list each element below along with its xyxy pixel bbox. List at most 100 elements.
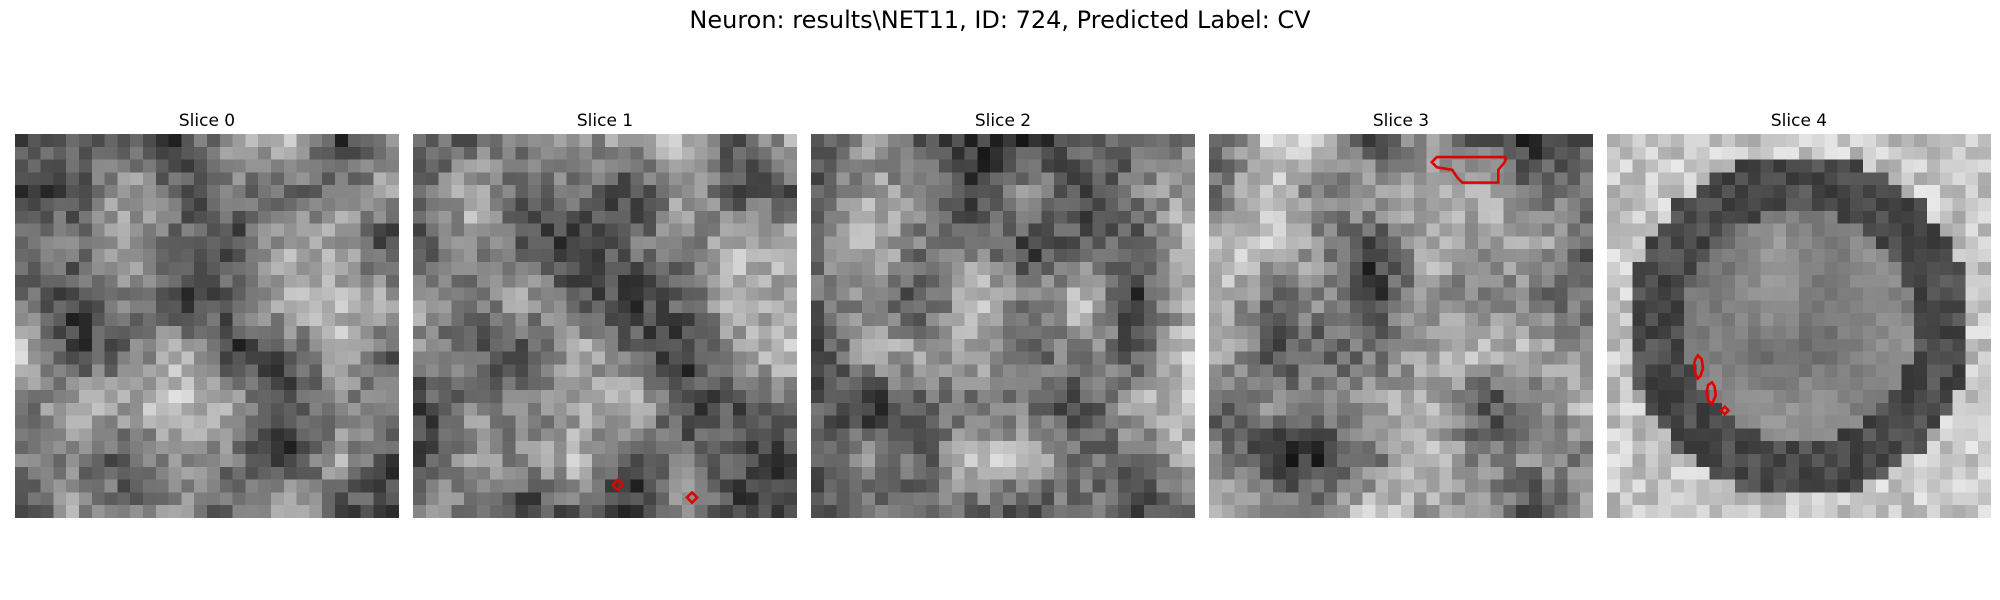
pixel — [219, 236, 233, 250]
pixel — [1914, 198, 1928, 212]
pixel — [1182, 441, 1195, 455]
pixel — [1182, 210, 1195, 224]
pixel — [1683, 338, 1697, 352]
pixel — [811, 415, 825, 429]
pixel — [1260, 287, 1274, 301]
pixel — [656, 428, 670, 442]
pixel — [1156, 249, 1170, 263]
pixel — [386, 390, 399, 404]
pixel — [1298, 223, 1312, 237]
pixel — [347, 326, 361, 340]
pixel — [553, 505, 567, 518]
pixel — [1554, 466, 1568, 480]
pixel — [245, 223, 259, 237]
pixel — [592, 377, 606, 391]
pixel — [1003, 428, 1017, 442]
pixel — [104, 262, 118, 276]
pixel — [1041, 274, 1055, 288]
pixel — [1439, 172, 1453, 186]
pixel — [1285, 313, 1299, 327]
pixel — [335, 249, 349, 263]
pixel — [1939, 274, 1953, 288]
pixel — [1477, 441, 1491, 455]
pixel — [515, 210, 529, 224]
pixel — [1529, 287, 1543, 301]
pixel — [464, 466, 478, 480]
pixel — [347, 210, 361, 224]
pixel — [1273, 185, 1287, 199]
pixel — [322, 185, 336, 199]
pixel — [40, 428, 54, 442]
pixel — [66, 210, 80, 224]
pixel — [1413, 172, 1427, 186]
pixel — [605, 210, 619, 224]
pixel — [579, 134, 593, 148]
pixel — [130, 428, 144, 442]
pixel — [1054, 428, 1068, 442]
pixel — [1773, 159, 1787, 173]
pixel — [1541, 223, 1555, 237]
pixel — [694, 223, 708, 237]
pixel — [1401, 466, 1415, 480]
pixel — [1529, 313, 1543, 327]
pixel — [1529, 479, 1543, 493]
pixel — [155, 402, 169, 416]
pixel — [489, 185, 503, 199]
pixel — [694, 249, 708, 263]
pixel — [1863, 185, 1877, 199]
pixel — [1362, 454, 1376, 468]
pixel — [1131, 134, 1145, 148]
pixel — [1041, 364, 1055, 378]
pixel — [386, 479, 399, 493]
pixel — [1927, 326, 1941, 340]
pixel — [1939, 185, 1953, 199]
pixel — [758, 198, 772, 212]
pixel — [1799, 441, 1813, 455]
pixel — [694, 377, 708, 391]
pixel — [271, 402, 285, 416]
pixel — [1156, 313, 1170, 327]
pixel — [1079, 454, 1093, 468]
pixel — [181, 377, 195, 391]
pixel — [1541, 479, 1555, 493]
pixel — [1465, 249, 1479, 263]
pixel — [1260, 505, 1274, 518]
pixel — [1477, 134, 1491, 148]
pixel — [862, 313, 876, 327]
pixel — [413, 454, 427, 468]
pixel — [745, 402, 759, 416]
pixel — [130, 454, 144, 468]
pixel — [386, 377, 399, 391]
pixel — [592, 172, 606, 186]
pixel — [66, 466, 80, 480]
pixel — [1516, 441, 1530, 455]
pixel — [1696, 134, 1710, 148]
pixel — [1209, 505, 1223, 518]
pixel — [643, 415, 657, 429]
pixel — [1092, 198, 1106, 212]
pixel — [1658, 415, 1672, 429]
pixel — [1735, 313, 1749, 327]
pixel — [1118, 415, 1132, 429]
pixel — [117, 377, 131, 391]
pixel — [245, 326, 259, 340]
pixel — [283, 236, 297, 250]
pixel — [1247, 210, 1261, 224]
pixel — [630, 134, 644, 148]
pixel — [245, 492, 259, 506]
pixel — [477, 377, 491, 391]
pixel — [1362, 364, 1376, 378]
pixel — [1015, 415, 1029, 429]
pixel — [104, 415, 118, 429]
pixel — [1619, 441, 1633, 455]
pixel — [335, 466, 349, 480]
pixel — [15, 492, 29, 506]
pixel — [1516, 159, 1530, 173]
pixel — [758, 338, 772, 352]
pixel — [438, 134, 452, 148]
pixel — [1079, 338, 1093, 352]
pixel — [1388, 505, 1402, 518]
pixel — [1978, 466, 1991, 480]
pixel — [1632, 159, 1646, 173]
pixel — [1645, 428, 1659, 442]
